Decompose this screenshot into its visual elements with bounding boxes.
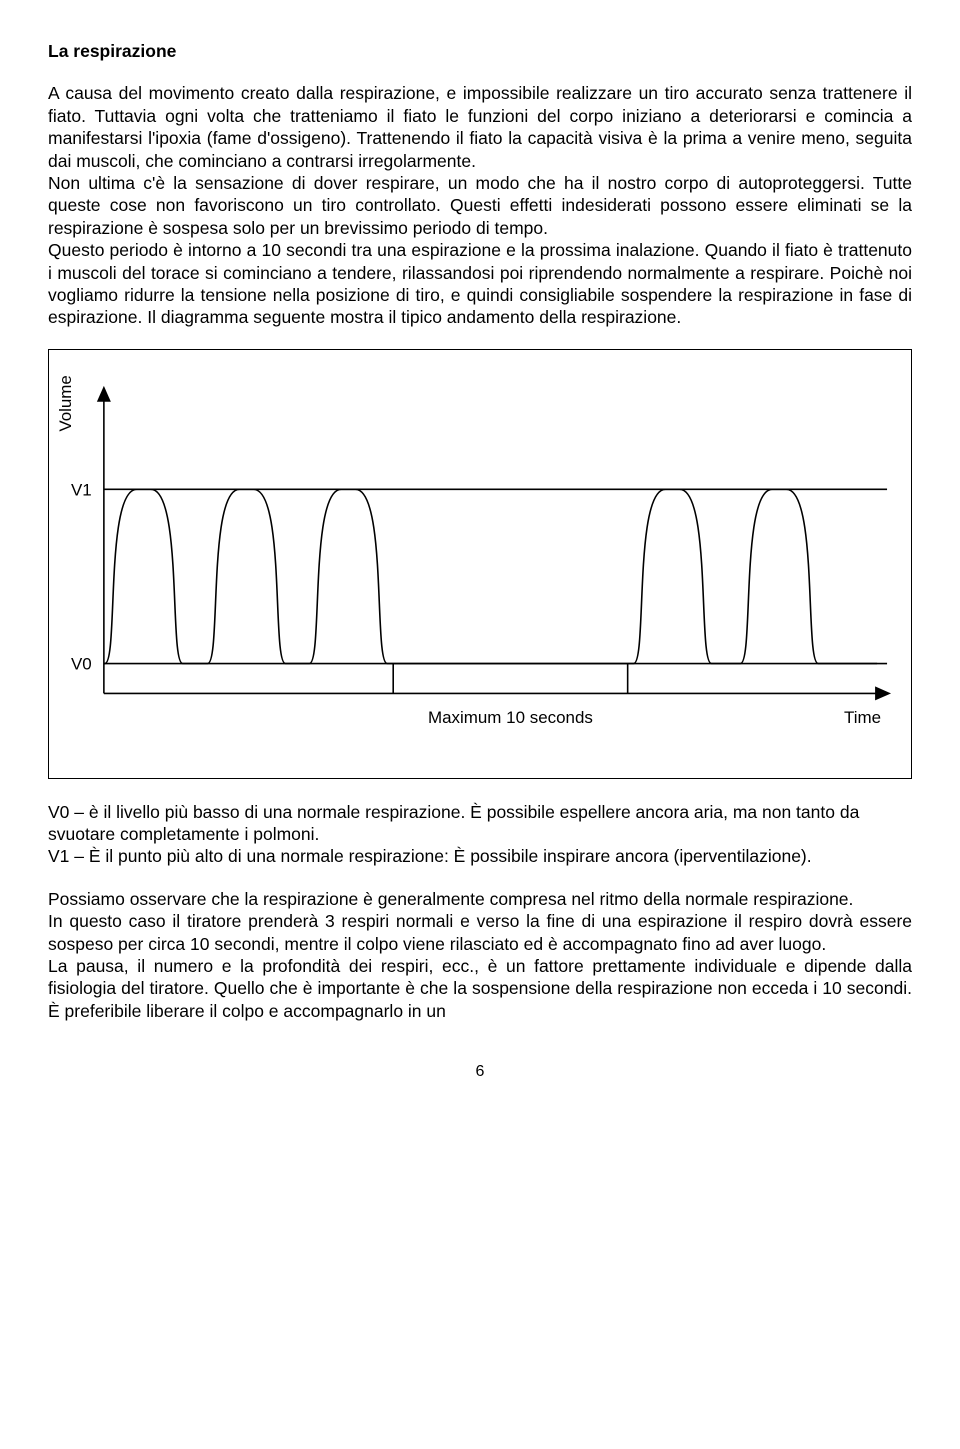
after-1: Possiamo osservare che la respirazione è… — [48, 889, 853, 909]
caption-v1: V1 – È il punto più alto di una normale … — [48, 846, 812, 866]
caption-v0: V0 – è il livello più basso di una norma… — [48, 802, 859, 844]
breathing-chart: Volume V1 V0 Maximum 10 seconds Time — [48, 349, 912, 779]
after-3: La pausa, il numero e la profondità dei … — [48, 956, 912, 1021]
svg-text:V0: V0 — [71, 654, 92, 673]
paragraph-3-text: Questo periodo è intorno a 10 secondi tr… — [48, 240, 912, 327]
after-paragraph: Possiamo osservare che la respirazione è… — [48, 888, 912, 1022]
paragraph-2-text: Non ultima c'è la sensazione di dover re… — [48, 173, 912, 238]
paragraph-1: A causa del movimento creato dalla respi… — [48, 82, 912, 328]
section-heading: La respirazione — [48, 40, 912, 62]
chart-caption: V0 – è il livello più basso di una norma… — [48, 801, 912, 868]
svg-text:Volume: Volume — [56, 375, 75, 431]
page-number: 6 — [48, 1062, 912, 1082]
after-2: In questo caso il tiratore prenderà 3 re… — [48, 911, 912, 953]
paragraph-1-text: A causa del movimento creato dalla respi… — [48, 83, 912, 170]
svg-text:Maximum 10 seconds: Maximum 10 seconds — [428, 708, 593, 727]
svg-text:Time: Time — [844, 708, 881, 727]
svg-text:V1: V1 — [71, 480, 92, 499]
